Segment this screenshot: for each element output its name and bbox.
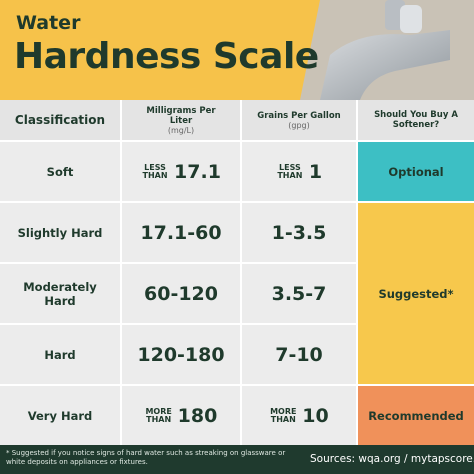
value-cell: MORE THAN 10 xyxy=(242,386,356,445)
header-cell: Grains Per Gallon (gpg) xyxy=(242,100,356,140)
column-label: Classification xyxy=(14,113,106,127)
value-cell: MORE THAN 180 xyxy=(122,386,240,445)
header-cell: Should You Buy A Softener? xyxy=(358,100,474,140)
column-label: Should You Buy A Softener? xyxy=(374,110,458,130)
classification: Hard xyxy=(0,325,120,384)
footer-band xyxy=(0,445,474,474)
value-cell: LESS THAN 17.1 xyxy=(122,142,240,201)
value-cell: 3.5-7 xyxy=(242,264,356,323)
faucet-photo xyxy=(300,0,474,100)
value: 1-3.5 xyxy=(271,221,327,244)
classification: Moderately Hard xyxy=(0,264,120,323)
value: 180 xyxy=(177,404,218,427)
value-cell: 7-10 xyxy=(242,325,356,384)
classification: Very Hard xyxy=(0,386,120,445)
value-cell: LESS THAN 1 xyxy=(242,142,356,201)
value: 17.1-60 xyxy=(140,221,222,244)
qualifier: MORE THAN xyxy=(145,406,172,424)
header-cell: Milligrams Per Liter (mg/L) xyxy=(122,100,240,140)
value: 3.5-7 xyxy=(271,282,327,305)
footnote: * Suggested if you notice signs of hard … xyxy=(6,449,286,466)
qualifier: MORE THAN xyxy=(270,406,297,424)
value-cell: 60-120 xyxy=(122,264,240,323)
value: 120-180 xyxy=(137,343,225,366)
classification: Slightly Hard xyxy=(0,203,120,262)
kicker: Water xyxy=(16,12,81,34)
value: 7-10 xyxy=(275,343,323,366)
header-cell: Classification xyxy=(0,100,120,140)
value: 60-120 xyxy=(144,282,218,305)
value: 10 xyxy=(302,404,329,427)
softener-cell: Recommended xyxy=(358,386,474,445)
column-unit: (gpg) xyxy=(288,120,310,130)
sources-label: Sources: xyxy=(310,453,356,465)
sources: Sources: wqa.org / mytapscore.com xyxy=(310,453,474,465)
value-cell: 1-3.5 xyxy=(242,203,356,262)
column-unit: (mg/L) xyxy=(167,125,195,135)
softener-cell: Optional xyxy=(358,142,474,201)
qualifier: LESS THAN xyxy=(277,162,303,180)
sources-list: wqa.org / mytapscore.com xyxy=(358,453,474,465)
column-label: Grains Per Gallon xyxy=(257,110,341,121)
value: 1 xyxy=(308,160,323,183)
classification: Soft xyxy=(0,142,120,201)
value-cell: 17.1-60 xyxy=(122,203,240,262)
value-cell: 120-180 xyxy=(122,325,240,384)
value: 17.1 xyxy=(174,160,221,183)
softener-cell: Suggested* xyxy=(358,203,474,384)
column-label: Milligrams Per Liter xyxy=(146,105,216,126)
title: Hardness Scale xyxy=(14,36,319,77)
qualifier: LESS THAN xyxy=(142,162,168,180)
